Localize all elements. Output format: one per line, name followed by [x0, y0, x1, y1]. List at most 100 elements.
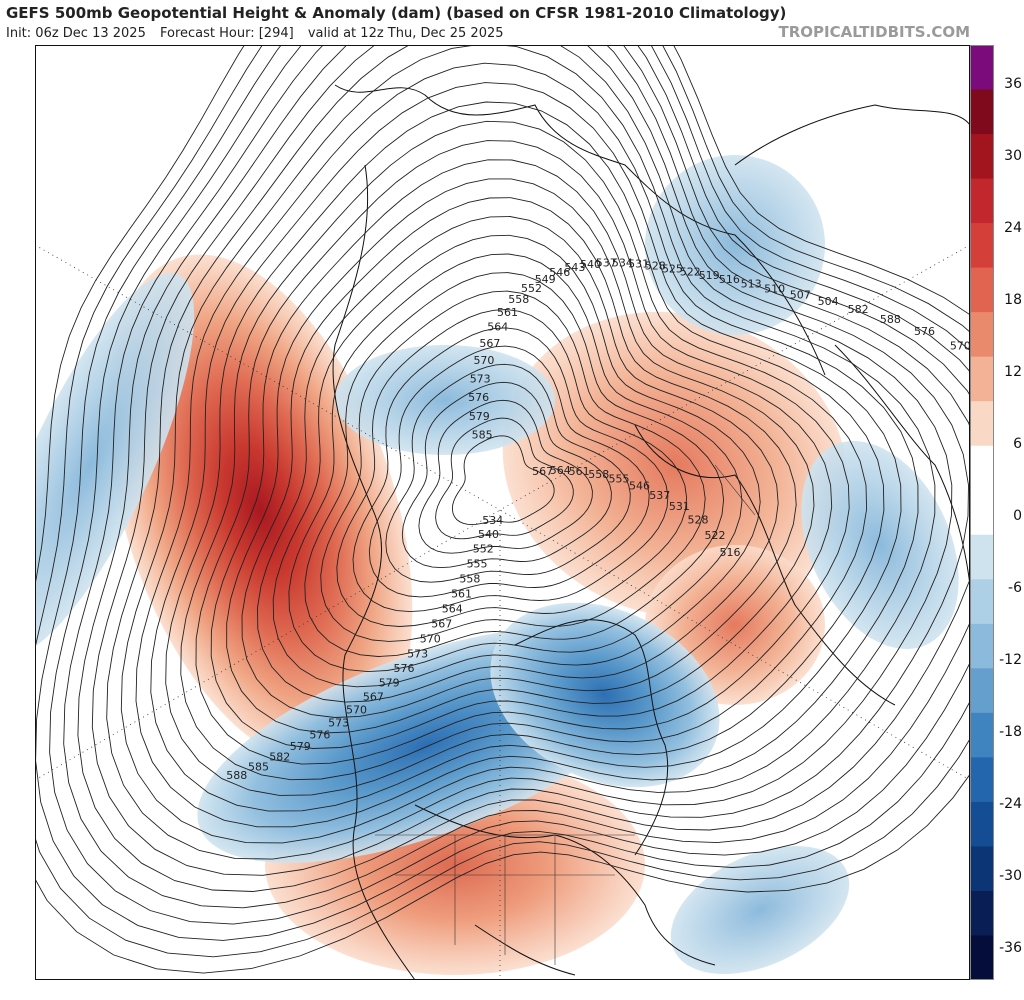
- colorbar-swatch: [970, 668, 994, 714]
- map-frame: [35, 45, 970, 980]
- contour-label: 558: [588, 468, 609, 481]
- contour-label: 579: [379, 676, 400, 689]
- contour-label: 552: [521, 282, 542, 295]
- colorbar-swatch: [970, 579, 994, 625]
- contour-label: 573: [470, 372, 491, 385]
- height-contour-line: [352, 327, 669, 613]
- contour-label: 573: [328, 717, 349, 730]
- colorbar-swatch: [970, 935, 994, 980]
- contour-label: 525: [662, 262, 683, 275]
- height-contour-line: [35, 45, 970, 958]
- colorbar-tick-label: 24: [1004, 220, 1022, 236]
- height-contour-line: [35, 45, 970, 974]
- contour-label: 573: [407, 647, 428, 660]
- height-contour-line: [195, 140, 850, 765]
- height-contour-line: [91, 45, 969, 876]
- height-contour-line: [435, 417, 574, 540]
- contour-label: 558: [508, 293, 529, 306]
- height-contour-line: [385, 363, 631, 583]
- colorbar-swatch: [970, 846, 994, 892]
- colorbar-tick-label: 0: [1013, 508, 1022, 524]
- height-contour-line: [272, 234, 761, 688]
- colorbar-swatch: [970, 490, 994, 536]
- colorbar-tick-label: -12: [999, 652, 1022, 668]
- height-contour-line: [210, 159, 833, 749]
- anomaly-map: 5855795765735705675645615585525495465435…: [35, 45, 970, 980]
- contour-labels: 5855795765735705675645615585525495465435…: [226, 256, 970, 781]
- contour-label: 576: [309, 729, 330, 742]
- contour-label: 570: [420, 633, 441, 646]
- contour-label: 582: [269, 751, 290, 764]
- contour-label: 585: [472, 428, 493, 441]
- lat-lon-dotted-lines: [35, 244, 970, 980]
- anomaly-colorbar: 36 30 24 18 12 6 0 -6 -12 -18 -24 -30 -36: [970, 45, 1022, 980]
- contour-label: 537: [649, 489, 670, 502]
- height-contour-line: [120, 45, 936, 844]
- colorbar-tick-label: -36: [999, 940, 1022, 956]
- colorbar-swatch: [970, 445, 994, 491]
- height-contour-line: [418, 399, 593, 554]
- colorbar-swatch: [970, 801, 994, 847]
- contour-label: 534: [612, 256, 633, 269]
- height-contour-line: [180, 120, 868, 781]
- height-contour-line: [35, 45, 970, 941]
- contour-label: 579: [290, 740, 311, 753]
- contour-label: 540: [478, 528, 499, 541]
- valid-time: valid at 12z Thu, Dec 25 2025: [307, 26, 504, 41]
- contour-label: 507: [790, 288, 811, 301]
- contour-label: 543: [564, 261, 585, 274]
- contour-label: 570: [950, 340, 970, 353]
- contour-label: 552: [473, 543, 494, 556]
- colorbar-tick-label: 36: [1004, 76, 1022, 92]
- contour-label: 582: [848, 303, 869, 316]
- colorbar-ticks: 36 30 24 18 12 6 0 -6 -12 -18 -24 -30 -36: [999, 76, 1022, 956]
- contour-label: 516: [720, 546, 741, 559]
- contour-label: 567: [532, 465, 553, 478]
- colorbar-swatch: [970, 356, 994, 402]
- height-contour-line: [106, 45, 953, 860]
- height-contour-line: [401, 381, 612, 569]
- contour-label: 546: [549, 266, 570, 279]
- contour-label: 531: [628, 258, 649, 271]
- contour-label: 516: [719, 273, 740, 286]
- height-contour-line: [257, 216, 779, 703]
- height-contour-line: [368, 345, 650, 598]
- colorbar-tick-label: -6: [1008, 580, 1022, 596]
- contour-label: 555: [467, 557, 488, 570]
- contour-label: 564: [487, 321, 508, 334]
- contour-label: 522: [680, 266, 701, 279]
- contour-label: 549: [535, 273, 556, 286]
- height-contour-line: [336, 309, 688, 627]
- coastlines: [332, 84, 970, 980]
- contour-label: 561: [451, 587, 472, 600]
- contour-label: 588: [226, 769, 247, 782]
- colorbar-swatch: [970, 890, 994, 936]
- height-contour-line: [77, 45, 970, 892]
- colorbar-tick-label: -24: [999, 796, 1022, 812]
- contour-label: 534: [482, 514, 503, 527]
- height-contour-line: [165, 101, 885, 796]
- chart-title: GEFS 500mb Geopotential Height & Anomaly…: [6, 4, 787, 22]
- contour-label: 588: [880, 313, 901, 326]
- height-contour-line: [226, 178, 815, 734]
- colorbar-tick-label: 12: [1004, 364, 1022, 380]
- contour-label: 504: [818, 295, 839, 308]
- height-contour-line: [320, 290, 706, 642]
- height-contour-line: [63, 45, 970, 909]
- colorbar-swatch: [970, 712, 994, 758]
- contour-label: 567: [363, 690, 384, 703]
- site-credit: TROPICALTIDBITS.COM: [778, 23, 971, 41]
- contour-label: 522: [704, 529, 725, 542]
- contour-label: 558: [459, 572, 480, 585]
- contour-label: 564: [550, 464, 571, 477]
- height-contour-line: [451, 435, 555, 526]
- contour-label: 585: [248, 760, 269, 773]
- contour-label: 579: [469, 410, 490, 423]
- contour-label: 540: [580, 258, 601, 271]
- colorbar-tick-label: 30: [1004, 148, 1022, 164]
- chart-subtitle: Init: 06z Dec 13 2025 Forecast Hour: [29…: [6, 26, 514, 41]
- colorbar-swatch: [970, 134, 994, 180]
- contour-label: 546: [629, 480, 650, 493]
- colorbar-tick-label: -18: [999, 724, 1022, 740]
- colorbar-swatch: [970, 757, 994, 803]
